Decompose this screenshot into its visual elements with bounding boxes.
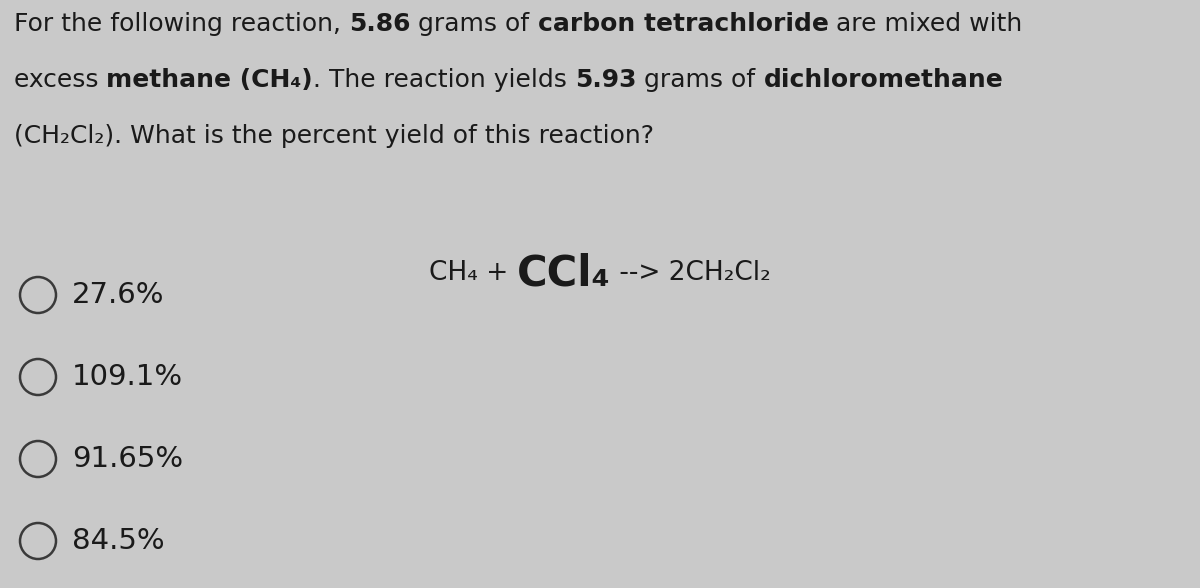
Text: dichloromethane: dichloromethane: [763, 68, 1003, 92]
Text: grams of: grams of: [636, 68, 763, 92]
Text: 5.93: 5.93: [575, 68, 636, 92]
Text: For the following reaction,: For the following reaction,: [14, 12, 349, 36]
Text: 5.86: 5.86: [349, 12, 410, 36]
Text: 84.5%: 84.5%: [72, 527, 164, 555]
Text: methane (CH₄): methane (CH₄): [107, 68, 313, 92]
Text: --> 2CH₂Cl₂: --> 2CH₂Cl₂: [611, 260, 770, 286]
Text: CCl₄: CCl₄: [517, 252, 611, 295]
Text: grams of: grams of: [410, 12, 538, 36]
Text: (CH₂Cl₂). What is the percent yield of this reaction?: (CH₂Cl₂). What is the percent yield of t…: [14, 124, 654, 148]
Text: 109.1%: 109.1%: [72, 363, 184, 391]
Text: CH₄ +: CH₄ +: [430, 260, 517, 286]
Text: 91.65%: 91.65%: [72, 445, 184, 473]
Text: excess: excess: [14, 68, 107, 92]
Text: 27.6%: 27.6%: [72, 281, 164, 309]
Text: . The reaction yields: . The reaction yields: [313, 68, 575, 92]
Text: are mixed with: are mixed with: [828, 12, 1022, 36]
Text: carbon tetrachloride: carbon tetrachloride: [538, 12, 828, 36]
